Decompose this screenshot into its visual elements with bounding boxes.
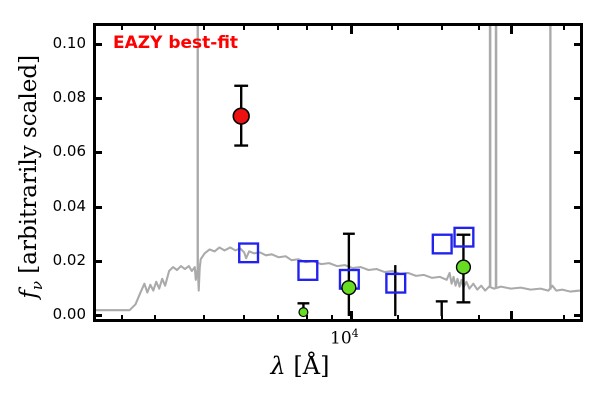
xtick-minor-top-6 xyxy=(306,23,308,30)
xtick-minor-bottom-3 xyxy=(203,315,205,322)
model-square-2 xyxy=(297,260,319,281)
model-square-4 xyxy=(385,272,407,294)
xtick-minor-top-4 xyxy=(243,23,245,30)
y-axis-label: fν [arbitrarily scaled] xyxy=(16,54,46,299)
x-axis-label: λ [Å] xyxy=(270,352,330,380)
ytick-mark-left-0.02 xyxy=(93,260,102,263)
green-point-1 xyxy=(298,307,309,318)
xtick-minor-bottom-5 xyxy=(277,315,279,322)
ytick-mark-left-0.06 xyxy=(93,151,102,154)
xtick-minor-bottom-2 xyxy=(154,315,156,322)
ytick-label-0.06: 0.06 xyxy=(52,142,86,160)
xtick-major-bottom-2 xyxy=(510,311,513,322)
red-point-1 xyxy=(232,107,250,125)
ytick-label-0.10: 0.10 xyxy=(52,34,86,52)
ytick-label-0.02: 0.02 xyxy=(52,251,86,269)
ytick-mark-left-0.08 xyxy=(93,97,102,100)
observed-photometry-green-markers xyxy=(298,259,472,318)
xtick-minor-top-7 xyxy=(331,23,333,30)
xtick-minor-bottom-8 xyxy=(397,315,399,322)
xtick-major-bottom-1e4 xyxy=(350,311,353,322)
plot-svg xyxy=(96,26,580,318)
xtick-minor-top-9 xyxy=(441,23,443,30)
model-photometry-squares xyxy=(238,226,475,294)
model-square-1 xyxy=(238,242,260,264)
xtick-major-top-1e4 xyxy=(350,23,353,34)
plot-area xyxy=(93,23,583,322)
ytick-label-0.08: 0.08 xyxy=(52,88,86,106)
ytick-mark-right-0.00 xyxy=(574,314,583,317)
xtick-minor-top-11 xyxy=(563,23,565,30)
xtick-minor-top-3 xyxy=(203,23,205,30)
xtick-minor-top-10 xyxy=(478,23,480,30)
xtick-minor-bottom-4 xyxy=(243,315,245,322)
xtick-minor-top-8 xyxy=(397,23,399,30)
ytick-mark-left-0.10 xyxy=(93,43,102,46)
ytick-mark-right-0.06 xyxy=(574,151,583,154)
xtick-minor-bottom-11 xyxy=(563,315,565,322)
xtick-minor-bottom-1 xyxy=(121,315,123,322)
ytick-mark-right-0.02 xyxy=(574,260,583,263)
annotation-eazy-best-fit: EAZY best-fit xyxy=(113,33,239,53)
green-point-2 xyxy=(341,280,357,296)
ytick-mark-left-0.04 xyxy=(93,206,102,209)
xtick-minor-bottom-7 xyxy=(331,315,333,322)
model-spectrum-curve xyxy=(96,26,580,312)
ytick-mark-left-0.00 xyxy=(93,314,102,317)
ytick-mark-right-0.08 xyxy=(574,97,583,100)
green-point-3 xyxy=(455,259,472,275)
xtick-minor-top-2 xyxy=(154,23,156,30)
xtick-minor-bottom-6 xyxy=(306,315,308,322)
xtick-minor-bottom-10 xyxy=(478,315,480,322)
xtick-major-top-2 xyxy=(510,23,513,34)
ytick-mark-right-0.04 xyxy=(574,206,583,209)
ytick-mark-right-0.10 xyxy=(574,43,583,46)
xtick-minor-top-1 xyxy=(121,23,123,30)
ytick-label-0.00: 0.00 xyxy=(52,305,86,323)
xtick-label-1e4: 104 xyxy=(330,327,359,349)
model-square-6 xyxy=(453,226,475,248)
ytick-label-0.04: 0.04 xyxy=(52,197,86,215)
xtick-minor-top-5 xyxy=(277,23,279,30)
model-square-5 xyxy=(431,233,453,255)
xtick-minor-bottom-9 xyxy=(441,315,443,322)
